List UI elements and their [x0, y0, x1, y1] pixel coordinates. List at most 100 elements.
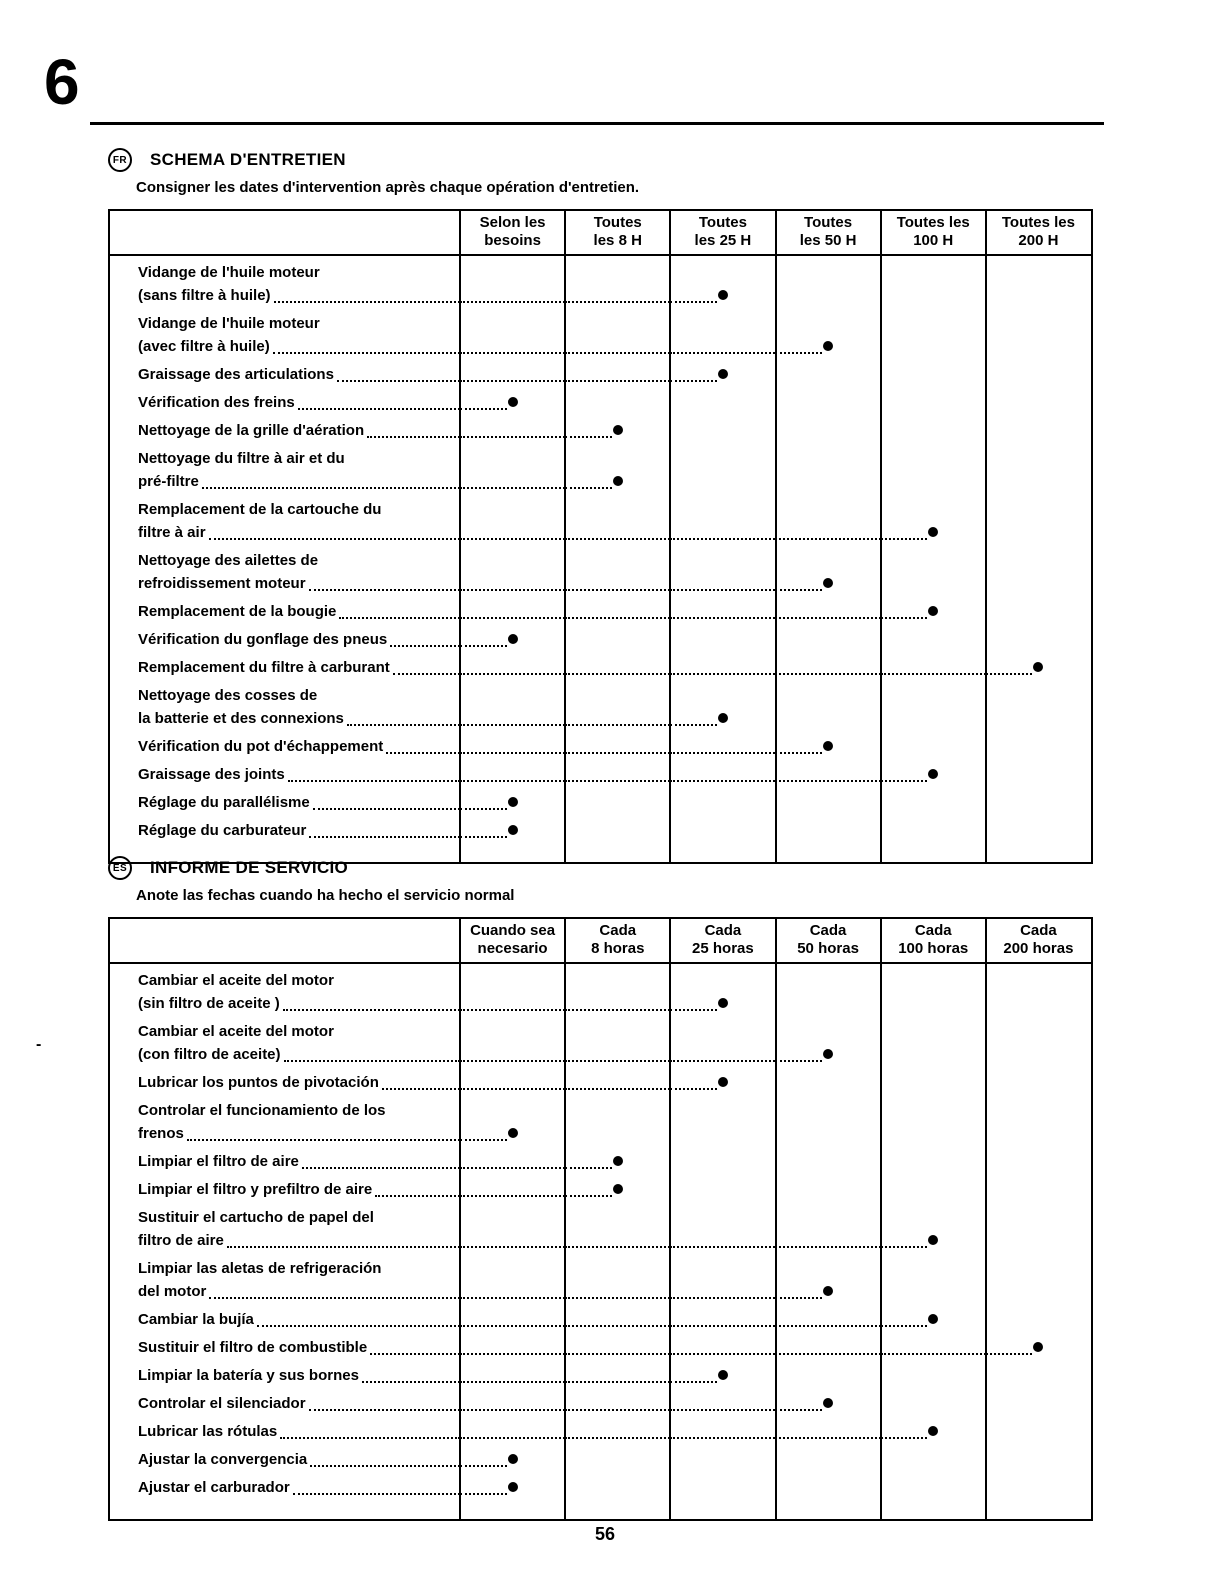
- empty-cell: [881, 1392, 986, 1415]
- schedule-bullet-cell: [565, 419, 670, 442]
- schedule-bullet: [612, 1184, 623, 1194]
- empty-cell: [775, 391, 880, 414]
- leader-cell: [460, 656, 566, 679]
- section-subtitle-fr: Consigner les dates d'intervention après…: [136, 179, 640, 196]
- empty-cell: [670, 391, 775, 414]
- dotted-leader: [460, 1167, 566, 1169]
- empty-cell: [775, 1150, 880, 1173]
- schedule-bullet-cell: [880, 1308, 986, 1331]
- dotted-leader: [670, 538, 776, 540]
- dotted-leader: [460, 752, 566, 754]
- dotted-leader: [346, 707, 460, 726]
- section-header-es: ES INFORME DE SERVICIO: [108, 856, 1093, 880]
- leader-cell: [460, 763, 566, 786]
- column-header: Cada 100 horas: [898, 922, 969, 957]
- row-label: Réglage du parallélisme: [110, 791, 460, 814]
- column-divider: [459, 211, 461, 862]
- column-header: Toutes les 8 H: [593, 214, 642, 249]
- leader-cell: [775, 763, 881, 786]
- leader-cell: [460, 684, 566, 730]
- empty-cell: [881, 791, 986, 814]
- table-row: Lubricar los puntos de pivotación: [110, 1066, 1091, 1094]
- table-row: Cambiar el aceite del motor (con filtro d…: [110, 1015, 1091, 1066]
- dotted-leader: [775, 352, 823, 354]
- row-label: Cambiar el aceite del motor (sin filtro d…: [110, 969, 460, 1015]
- dotted-leader: [985, 673, 1033, 675]
- empty-cell: [775, 969, 880, 1015]
- schedule-bullet: [507, 825, 518, 835]
- empty-cell: [881, 391, 986, 414]
- row-label: Vérification des freins: [110, 391, 460, 414]
- dotted-leader: [309, 819, 460, 838]
- dotted-leader: [392, 656, 460, 675]
- table-bottom-filler: [110, 1499, 1091, 1519]
- schedule-bullet-cell: [565, 447, 670, 493]
- dotted-leader: [292, 1476, 460, 1495]
- dotted-leader: [565, 352, 671, 354]
- schedule-bullet: [928, 769, 939, 779]
- dotted-leader: [775, 752, 823, 754]
- empty-cell: [775, 1071, 880, 1094]
- schedule-bullet: [717, 1077, 728, 1087]
- leader-cell: [460, 1364, 566, 1387]
- section-fr: FR SCHEMA D'ENTRETIEN Consigner les date…: [108, 148, 1093, 864]
- table-row: Remplacement de la cartouche du filtre à …: [110, 493, 1091, 544]
- row-label: Limpiar el filtro y prefiltro de aire: [110, 1178, 460, 1201]
- dotted-leader: [565, 1353, 671, 1355]
- column-header: Cada 50 horas: [797, 922, 859, 957]
- column-header: Toutes les 50 H: [799, 214, 857, 249]
- chapter-number: 6: [44, 46, 80, 118]
- dotted-leader: [460, 1325, 566, 1327]
- empty-cell: [881, 1364, 986, 1387]
- empty-cell: [986, 763, 1091, 786]
- dotted-leader: [460, 1437, 566, 1439]
- empty-cell: [670, 819, 775, 842]
- dotted-leader: [670, 1409, 776, 1411]
- leader-cell: [460, 1150, 566, 1173]
- leader-cell: [565, 763, 671, 786]
- schedule-bullet-cell: [460, 628, 565, 651]
- column-divider: [879, 211, 882, 862]
- leader-cell: [460, 969, 566, 1015]
- row-label: Cambiar el aceite del motor (con filtro d…: [110, 1020, 460, 1066]
- leader-cell: [565, 1336, 671, 1359]
- leader-cell: [565, 1020, 671, 1066]
- leader-cell: [460, 419, 566, 442]
- empty-cell: [775, 1476, 880, 1499]
- dotted-leader: [880, 538, 928, 540]
- dotted-leader: [670, 589, 776, 591]
- dotted-leader: [283, 1043, 460, 1062]
- schedule-bullet-cell: [670, 969, 775, 1015]
- schedule-bullet: [612, 1156, 623, 1166]
- schedule-bullet: [928, 1235, 939, 1245]
- dotted-leader: [670, 352, 776, 354]
- dotted-leader: [670, 617, 776, 619]
- dotted-leader: [460, 1465, 507, 1467]
- empty-cell: [670, 447, 775, 493]
- dotted-leader: [775, 1297, 823, 1299]
- leader-cell: [670, 735, 776, 758]
- dotted-leader: [565, 1381, 671, 1383]
- schedule-bullet-cell: [565, 1150, 670, 1173]
- schedule-bullet: [507, 634, 518, 644]
- row-label: Graissage des articulations: [110, 363, 460, 386]
- empty-cell: [565, 628, 670, 651]
- column-header: Toutes les 100 H: [896, 214, 970, 249]
- row-label: Controlar el funcionamiento de los frenos: [110, 1099, 460, 1145]
- leader-cell: [565, 1206, 671, 1252]
- table-row: Limpiar el filtro y prefiltro de aire: [110, 1173, 1091, 1201]
- schedule-bullet: [928, 1426, 939, 1436]
- table-row: Vidange de l'huile moteur (sans filtre à …: [110, 256, 1091, 307]
- empty-cell: [775, 1178, 880, 1201]
- column-divider: [564, 919, 567, 1519]
- leader-cell: [880, 1336, 986, 1359]
- column-divider: [984, 211, 987, 862]
- column-divider: [774, 211, 777, 862]
- empty-cell: [565, 1448, 670, 1471]
- leader-cell: [565, 600, 671, 623]
- schedule-bullet: [507, 1128, 518, 1138]
- row-label: Sustituir el filtro de combustible: [110, 1336, 460, 1359]
- fr-language-badge: FR: [108, 148, 132, 172]
- row-label-header: [110, 211, 460, 254]
- dotted-leader: [775, 780, 881, 782]
